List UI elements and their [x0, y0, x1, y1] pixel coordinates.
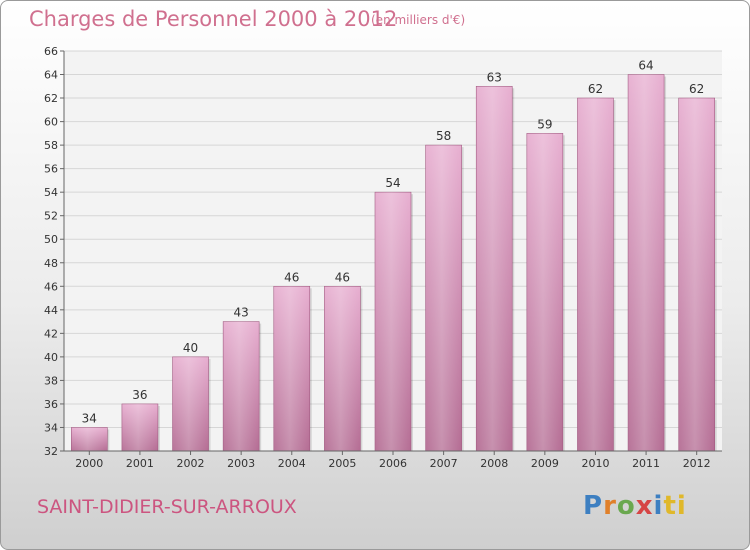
- x-tick-label: 2007: [430, 457, 458, 470]
- bar-highlight: [375, 192, 411, 452]
- y-tick-label: 66: [44, 45, 58, 58]
- y-tick-label: 56: [44, 163, 58, 176]
- y-tick-label: 32: [44, 445, 58, 458]
- data-label: 58: [436, 129, 451, 143]
- data-label: 46: [284, 270, 299, 284]
- y-tick-label: 38: [44, 374, 58, 387]
- y-tick-label: 44: [44, 304, 58, 317]
- bars: 34 36 40 43 46 46 54 58 63 59 62 64 62: [71, 59, 717, 452]
- logo-letter: o: [616, 491, 636, 521]
- y-tick-label: 34: [44, 421, 58, 434]
- y-tick-label: 62: [44, 92, 58, 105]
- y-tick-label: 48: [44, 257, 58, 270]
- y-tick-label: 40: [44, 351, 58, 364]
- x-tick-label: 2002: [177, 457, 205, 470]
- y-tick-label: 58: [44, 139, 58, 152]
- bar-highlight: [476, 86, 513, 451]
- proxiti-logo[interactable]: Proxiti: [583, 491, 687, 521]
- x-tick-label: 2008: [480, 457, 508, 470]
- bar-highlight: [526, 133, 563, 451]
- data-label: 43: [234, 306, 249, 320]
- logo-letter: r: [603, 491, 617, 521]
- x-tick-label: 2011: [632, 457, 660, 470]
- y-tick-label: 54: [44, 186, 58, 199]
- data-label: 62: [689, 82, 704, 96]
- x-tick-label: 2012: [683, 457, 711, 470]
- y-tick-label: 36: [44, 398, 58, 411]
- data-label: 54: [385, 176, 400, 190]
- x-tick-label: 2001: [126, 457, 154, 470]
- x-tick-label: 2003: [227, 457, 255, 470]
- data-label: 64: [638, 59, 653, 73]
- bar-highlight: [425, 145, 462, 451]
- x-tick-label: 2005: [328, 457, 356, 470]
- logo-letter: ti: [663, 491, 687, 521]
- data-label: 36: [132, 388, 147, 402]
- chart-subtitle: (en milliers d'€): [371, 13, 466, 27]
- y-tick-label: 46: [44, 280, 58, 293]
- commune-name: SAINT-DIDIER-SUR-ARROUX: [37, 496, 297, 518]
- data-label: 62: [588, 82, 603, 96]
- logo-letter: P: [583, 491, 604, 521]
- x-tick-label: 2004: [278, 457, 306, 470]
- bar-highlight: [223, 321, 260, 451]
- data-label: 40: [183, 341, 198, 355]
- data-label: 46: [335, 270, 350, 284]
- bar-highlight: [628, 74, 665, 451]
- bar-highlight: [121, 403, 158, 451]
- bar-highlight: [577, 98, 614, 451]
- bar-highlight: [273, 286, 310, 451]
- y-tick-label: 50: [44, 233, 58, 246]
- bar-highlight: [678, 98, 715, 451]
- x-tick-label: 2000: [75, 457, 103, 470]
- chart-title: Charges de Personnel 2000 à 2012: [29, 7, 398, 31]
- bar-highlight: [172, 356, 209, 451]
- x-tick-label: 2006: [379, 457, 407, 470]
- logo-letter: i: [653, 491, 664, 521]
- y-tick-label: 60: [44, 116, 58, 129]
- y-tick-label: 42: [44, 327, 58, 340]
- data-label: 59: [537, 117, 552, 131]
- y-tick-label: 52: [44, 210, 58, 223]
- x-tick-label: 2010: [581, 457, 609, 470]
- data-label: 34: [82, 411, 97, 425]
- y-tick-label: 64: [44, 69, 58, 82]
- data-label: 63: [487, 70, 502, 84]
- x-tick-label: 2009: [531, 457, 559, 470]
- logo-letter: x: [635, 491, 654, 521]
- axes: 32 34 36 38 40 42 44 46 48 50 52 54 56 58 60 62 64 66 2000…: [44, 45, 722, 470]
- bar-highlight: [71, 427, 108, 451]
- bar-highlight: [324, 286, 361, 451]
